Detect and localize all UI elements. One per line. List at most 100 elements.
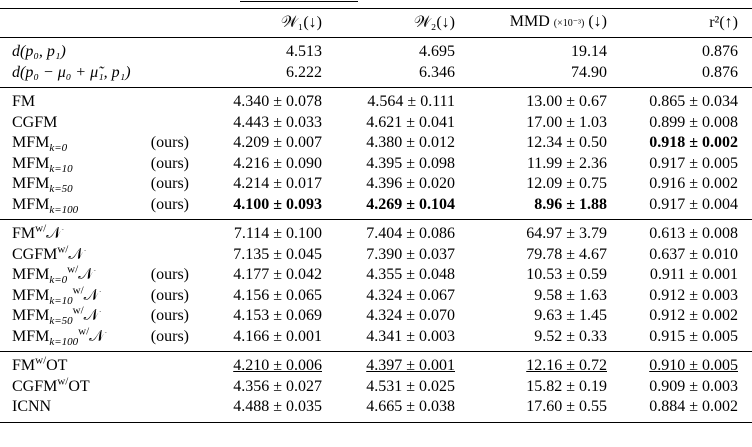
- value-cell: 4.100 ± 0.093: [195, 195, 322, 220]
- value-text: 0.915 ± 0.005: [649, 327, 738, 345]
- ours-tag: (ours): [150, 154, 189, 172]
- value-cell: 4.380 ± 0.012: [322, 133, 455, 154]
- ours-tag: (ours): [150, 286, 189, 304]
- value-cell: 0.865 ± 0.034: [607, 88, 752, 113]
- value-cell: 4.564 ± 0.111: [322, 88, 455, 113]
- header-text: 𝒲₁(↓): [280, 14, 322, 31]
- value-cell: 4.397 ± 0.001: [322, 352, 455, 377]
- value-text: 13.00 ± 0.67: [526, 93, 607, 111]
- table-row: FM 4.340 ± 0.078 4.564 ± 0.111 13.00 ± 0.67…: [0, 87, 752, 113]
- value-cell: 0.637 ± 0.010: [607, 245, 752, 266]
- value-cell: 4.665 ± 0.038: [322, 397, 455, 422]
- value-text: 6.222: [286, 63, 322, 81]
- value-text: 4.395 ± 0.098: [366, 154, 455, 172]
- value-text: 0.613 ± 0.008: [649, 225, 738, 243]
- method-name: MFM: [12, 266, 50, 284]
- table-row: (ours) MFMk=10w/𝒩 4.156 ± 0.065 4.324 ± 0.0…: [0, 284, 752, 307]
- value-cell: 4.210 ± 0.006: [195, 352, 322, 377]
- value-text: 4.621 ± 0.041: [366, 113, 455, 131]
- value-cell: 74.90: [455, 63, 607, 88]
- row-label: (ours) MFMk=0w/𝒩: [0, 263, 195, 286]
- value-text: 4.153 ± 0.069: [233, 307, 322, 325]
- method-name: MFM: [12, 134, 50, 152]
- method-name: MFM: [12, 327, 50, 345]
- value-cell: 12.09 ± 0.75: [455, 174, 607, 195]
- value-cell: 4.355 ± 0.048: [322, 265, 455, 286]
- method-name: MFM: [12, 175, 50, 193]
- header-text: MMD: [509, 13, 550, 30]
- value-text: 10.53 ± 0.59: [526, 266, 607, 284]
- value-text: 6.346: [419, 63, 455, 81]
- value-cell: 13.00 ± 0.67: [455, 88, 607, 113]
- value-text: 7.390 ± 0.037: [366, 245, 455, 263]
- value-text: 7.404 ± 0.086: [366, 225, 455, 243]
- value-text: 17.00 ± 1.03: [526, 113, 607, 131]
- ours-tag: (ours): [150, 327, 189, 345]
- value-cell: 4.341 ± 0.003: [322, 327, 455, 352]
- value-cell: 7.404 ± 0.086: [322, 220, 455, 245]
- value-text: 4.665 ± 0.038: [366, 398, 455, 416]
- value-text: 9.58 ± 1.63: [534, 286, 607, 304]
- superscript: w/: [67, 263, 79, 276]
- value-text: 12.16 ± 0.72: [526, 357, 607, 375]
- label-suffix: 𝒩: [83, 307, 99, 325]
- value-cell: 0.917 ± 0.005: [607, 154, 752, 175]
- value-text: 74.90: [571, 63, 607, 81]
- label-suffix: 𝒩: [78, 266, 94, 284]
- value-text: 0.918 ± 0.002: [649, 134, 738, 152]
- superscript: w/: [72, 284, 84, 297]
- table-row: (ours) MFMk=50 4.214 ± 0.017 4.396 ± 0.020 1…: [0, 174, 752, 195]
- method-name: MFM: [12, 154, 50, 172]
- method-name: d(p₀ − μ₀ + μ̃₁, p₁): [12, 63, 131, 81]
- row-label: d(p₀, p₁): [0, 38, 195, 63]
- method-name: ICNN: [12, 398, 52, 416]
- value-text: 4.210 ± 0.006: [233, 357, 322, 375]
- value-cell: 7.114 ± 0.100: [195, 220, 322, 245]
- value-cell: 6.222: [195, 63, 322, 88]
- value-text: 4.100 ± 0.093: [233, 195, 322, 213]
- table-row: (ours) MFMk=100 4.100 ± 0.093 4.269 ± 0.104…: [0, 195, 752, 220]
- value-text: 4.166 ± 0.001: [233, 327, 322, 345]
- value-cell: 4.153 ± 0.069: [195, 306, 322, 327]
- value-cell: 4.531 ± 0.025: [322, 377, 455, 398]
- subscript: k=50: [49, 315, 73, 328]
- value-cell: 4.488 ± 0.035: [195, 397, 322, 422]
- value-cell: 0.899 ± 0.008: [607, 113, 752, 134]
- value-text: 7.114 ± 0.100: [233, 225, 322, 243]
- results-table: 𝒲₁(↓) 𝒲₂(↓) MMD (×10⁻³) (↓) r²(↑) d(p₀, p₁)…: [0, 8, 752, 423]
- row-group: FMw/OT 4.210 ± 0.006 4.397 ± 0.001 12.16 ± …: [0, 351, 752, 422]
- header-text: (↓): [588, 13, 607, 30]
- value-text: 12.09 ± 0.75: [526, 175, 607, 193]
- value-cell: 4.340 ± 0.078: [195, 88, 322, 113]
- table-row: (ours) MFMk=10 4.216 ± 0.090 4.395 ± 0.098 1…: [0, 154, 752, 175]
- value-text: 12.34 ± 0.50: [526, 134, 607, 152]
- value-text: 4.443 ± 0.033: [233, 113, 322, 131]
- value-cell: 7.390 ± 0.037: [322, 245, 455, 266]
- row-label: FMw/OT: [0, 352, 195, 377]
- value-cell: 7.135 ± 0.045: [195, 245, 322, 266]
- ours-tag: (ours): [150, 134, 189, 152]
- value-text: 79.78 ± 4.67: [526, 245, 607, 263]
- row-label: (ours) MFMk=50w/𝒩: [0, 304, 195, 328]
- subscript: k=10: [49, 162, 73, 175]
- subscript: k=100: [49, 203, 79, 216]
- row-label: (ours) MFMk=0: [0, 133, 195, 154]
- value-cell: 6.346: [322, 63, 455, 88]
- label-suffix: OT: [68, 377, 90, 395]
- value-cell: 0.917 ± 0.004: [607, 195, 752, 220]
- row-group: d(p₀, p₁) 4.513 4.695 19.14 0.876 d(p₀ − μ₀ +…: [0, 37, 752, 88]
- value-cell: 0.918 ± 0.002: [607, 133, 752, 154]
- table-row: d(p₀, p₁) 4.513 4.695 19.14 0.876: [0, 37, 752, 63]
- row-label: CGFMw/𝒩: [0, 244, 195, 266]
- ours-tag: (ours): [150, 175, 189, 193]
- value-text: 4.695: [419, 43, 455, 61]
- method-name: FM: [12, 225, 36, 243]
- value-cell: 4.214 ± 0.017: [195, 174, 322, 195]
- header-cell: [0, 9, 195, 38]
- method-name: CGFM: [12, 245, 58, 263]
- superscript: w/: [72, 304, 84, 317]
- value-cell: 4.166 ± 0.001: [195, 327, 322, 352]
- value-text: 15.82 ± 0.19: [526, 377, 607, 395]
- method-name: FM: [12, 93, 36, 111]
